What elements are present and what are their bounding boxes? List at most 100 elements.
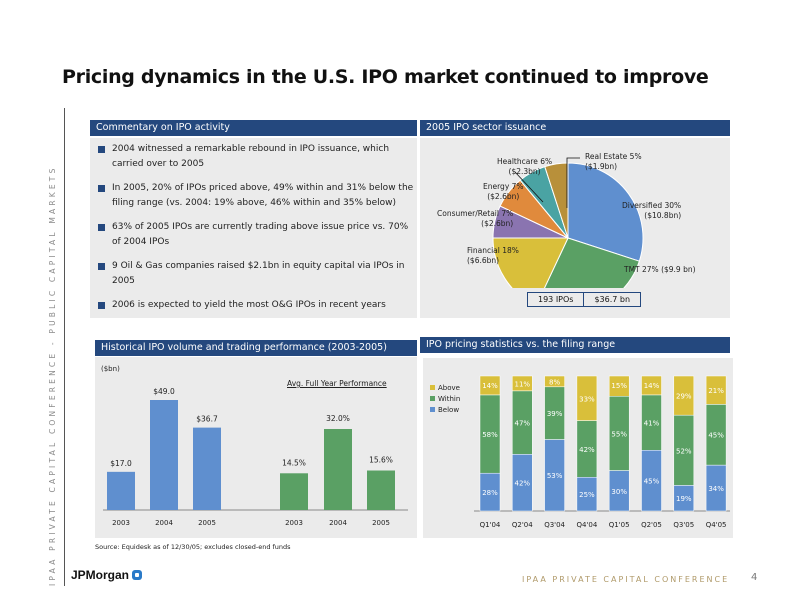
pricing-quarter-label: Q2'05	[641, 521, 662, 529]
pie-label-realestate: Real Estate 5% ($1.9bn)	[585, 152, 642, 171]
pricing-segment-label: 42%	[515, 480, 531, 488]
performance-year-label: 2004	[329, 519, 347, 527]
pricing-segment-above	[673, 375, 695, 416]
volume-bar	[150, 400, 178, 510]
pricing-segment-label: 15%	[611, 382, 627, 390]
pricing-segment-label: 11%	[515, 380, 531, 388]
bullet-square-icon	[98, 302, 105, 309]
pricing-segment-label: 42%	[579, 446, 595, 454]
pricing-stacked-chart: 28% 58% 14% Q1'04 42% 47% 11% Q2'04 53% 39% 8% Q3'0…	[430, 375, 730, 529]
pie-label-financial: Financial 18% ($6.6bn)	[467, 246, 519, 265]
pricing-segment-label: 30%	[611, 488, 627, 496]
bullet-square-icon	[98, 224, 105, 231]
volume-bar	[107, 471, 135, 510]
pricing-header: IPO pricing statistics vs. the filing ra…	[420, 337, 730, 353]
volume-year-label: 2005	[198, 519, 216, 527]
commentary-bullet: In 2005, 20% of IPOs priced above, 49% w…	[96, 181, 416, 211]
commentary-bullet: 63% of 2005 IPOs are currently trading a…	[96, 220, 416, 250]
sector-pie-chart	[492, 157, 644, 288]
healthcare-leader-line	[514, 171, 544, 203]
commentary-panel	[90, 138, 417, 318]
volume-bar-label: $49.0	[153, 387, 175, 396]
total-ipo-count: 193 IPOs	[538, 295, 574, 304]
legend-label-above: Above	[438, 384, 460, 392]
pie-label-consumer: Consumer/Retail 7% ($2.6bn)	[437, 209, 514, 228]
performance-bar-label: 15.6%	[369, 456, 393, 465]
pie-slice-financial	[492, 237, 569, 288]
volume-year-label: 2003	[112, 519, 130, 527]
page-number: 4	[751, 572, 758, 583]
source-note: Source: Equidesk as of 12/30/05; exclude…	[95, 543, 291, 551]
performance-bar	[280, 473, 308, 510]
pricing-segment-above	[479, 375, 501, 396]
pricing-segment-label: 53%	[547, 472, 563, 480]
sector-header: 2005 IPO sector issuance	[420, 120, 730, 136]
performance-bar-label: 14.5%	[282, 458, 306, 467]
bullet-square-icon	[98, 146, 105, 153]
pricing-segment-label: 25%	[579, 491, 595, 499]
pricing-segment-above	[705, 375, 727, 405]
volume-bar-label: $36.7	[196, 415, 218, 424]
pie-slice-real-estate	[544, 162, 569, 239]
jpmorgan-octagon-icon	[132, 570, 143, 580]
performance-bar	[324, 429, 352, 510]
pricing-segment-label: 58%	[482, 431, 498, 439]
pricing-segment-label: 55%	[611, 430, 627, 438]
volume-bar-label: $17.0	[110, 459, 132, 468]
pricing-quarter-label: Q1'05	[609, 521, 630, 529]
pricing-segment-label: 19%	[676, 495, 692, 503]
pricing-segment-label: 29%	[676, 393, 692, 401]
pricing-segment-label: 34%	[708, 485, 724, 493]
historical-panel	[95, 357, 417, 538]
pricing-segment-label: 8%	[549, 378, 560, 386]
volume-bar	[193, 427, 221, 510]
pricing-segment-above	[544, 375, 565, 388]
pricing-segment-label: 39%	[547, 410, 563, 418]
pricing-segment-label: 33%	[579, 395, 595, 403]
side-banner-text: IPAA PRIVATE CAPITAL CONFERENCE - PUBLIC…	[48, 165, 57, 586]
pricing-segment-label: 41%	[644, 420, 660, 428]
pricing-quarter-label: Q4'05	[706, 521, 727, 529]
side-banner: IPAA PRIVATE CAPITAL CONFERENCE - PUBLIC…	[46, 108, 60, 586]
commentary-header: Commentary on IPO activity	[90, 120, 417, 136]
sector-totals: 193 IPOs $36.7 bn	[527, 292, 642, 307]
commentary-bullet: 2004 witnessed a remarkable rebound in I…	[96, 142, 416, 172]
side-divider	[64, 108, 65, 586]
performance-bar-label: 32.0%	[326, 414, 350, 423]
historical-unit: ($bn)	[101, 365, 120, 373]
pricing-quarter-label: Q2'04	[512, 521, 533, 529]
legend-label-below: Below	[438, 406, 459, 414]
pricing-segment-label: 45%	[708, 432, 724, 440]
pie-slice-tmt	[543, 237, 640, 288]
pricing-segment-label: 28%	[482, 489, 498, 497]
bullet-square-icon	[98, 263, 105, 270]
pricing-quarter-label: Q1'04	[480, 521, 501, 529]
pricing-quarter-label: Q4'04	[577, 521, 598, 529]
pricing-segment-label: 14%	[482, 382, 498, 390]
performance-bar	[367, 470, 395, 510]
volume-year-label: 2004	[155, 519, 173, 527]
pie-slice-diversified	[567, 162, 644, 262]
pricing-segment-above	[576, 375, 598, 421]
total-ipo-amount: $36.7 bn	[583, 293, 640, 306]
pricing-segment-label: 21%	[708, 387, 724, 395]
legend-label-within: Within	[438, 395, 460, 403]
performance-year-label: 2003	[285, 519, 303, 527]
historical-bar-chart: $17.0 2003 $49.0 2004 $36.7 2005 14.5% 2003 32.0…	[103, 387, 408, 527]
perf-title: Avg. Full Year Performance	[287, 379, 387, 388]
pricing-segment-above	[641, 375, 662, 396]
commentary-bullet: 9 Oil & Gas companies raised $2.1bn in e…	[96, 259, 416, 289]
pricing-quarter-label: Q3'05	[673, 521, 694, 529]
pricing-segment-label: 45%	[644, 478, 660, 486]
performance-year-label: 2005	[372, 519, 390, 527]
commentary-bullet: 2006 is expected to yield the most O&G I…	[96, 298, 416, 313]
pricing-segment-label: 52%	[676, 447, 692, 455]
legend-swatch-below	[430, 407, 435, 412]
legend-swatch-within	[430, 396, 435, 401]
bullet-square-icon	[98, 185, 105, 192]
page-title: Pricing dynamics in the U.S. IPO market …	[62, 66, 709, 88]
commentary-list: 2004 witnessed a remarkable rebound in I…	[96, 142, 416, 322]
pricing-segment-above	[512, 375, 533, 392]
pricing-segment-label: 14%	[644, 382, 660, 390]
pie-label-diversified: Diversified 30% ($10.8bn)	[622, 201, 682, 220]
